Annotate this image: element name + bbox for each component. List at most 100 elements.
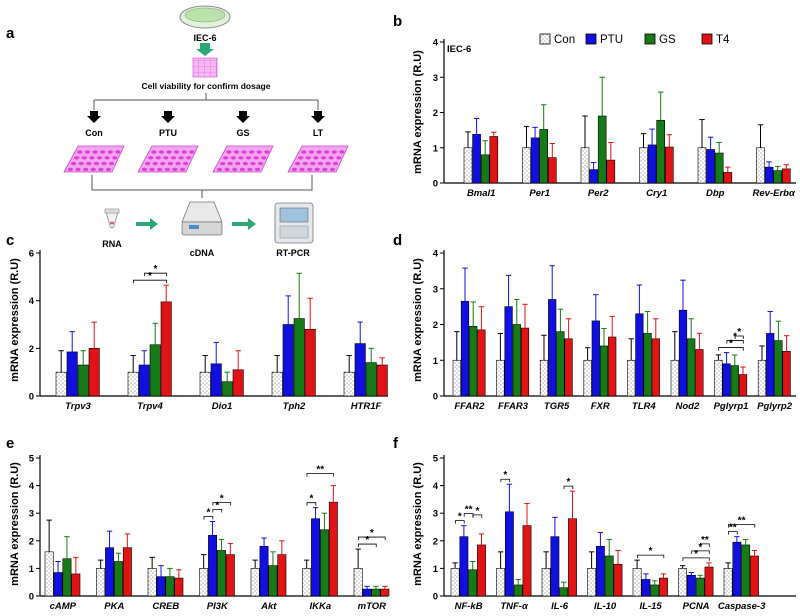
panel-f-label: f: [393, 435, 399, 452]
significance-bracket: [726, 340, 744, 344]
x-category-label: PKA: [104, 601, 124, 612]
significance-bracket: [728, 524, 756, 528]
significance-star: *: [458, 512, 462, 523]
well: [227, 161, 233, 166]
significance-bracket: [691, 550, 710, 554]
significance-star: *: [475, 506, 479, 517]
bar-d-Pglyrp1-Con: [714, 359, 723, 397]
y-axis-label: mRNA expression (R.U): [412, 462, 424, 586]
bar-b-Per2-GS: [597, 115, 607, 184]
bar-f-IL-6-PTU: [550, 536, 560, 597]
bar-d-Pglyrp1-T4: [738, 374, 748, 397]
well: [301, 150, 307, 154]
bar-d-FXR-PTU: [591, 320, 600, 397]
bar-e-PI3K-Con: [199, 568, 209, 597]
significance-star: **: [738, 516, 746, 527]
bar-e-CREB-T4: [174, 577, 184, 597]
bar-d-Pglyrp2-T4: [782, 351, 791, 397]
well: [183, 161, 189, 166]
well: [163, 156, 169, 160]
significance-bracket: [700, 543, 710, 547]
x-category-label: IL-15: [640, 601, 663, 612]
well: [224, 167, 230, 172]
bar-f-Caspase-3-Con: [723, 568, 733, 597]
well: [256, 150, 262, 154]
significance-bracket: [563, 485, 574, 490]
significance-star: *: [365, 535, 369, 546]
bar-d-Nod2-Con: [670, 359, 679, 397]
significance-star: *: [694, 549, 698, 560]
branch-lines: [93, 93, 319, 110]
bar-e-IKKa-Con: [302, 568, 312, 597]
petri-dish-icon: [179, 5, 231, 29]
well: [261, 156, 267, 160]
legend-swatch-t4: [701, 33, 713, 45]
well: [310, 161, 316, 166]
bar-c-Dio1-Con: [199, 371, 211, 397]
significance-star: *: [566, 477, 570, 488]
bar-c-Tph2-GS: [293, 318, 305, 397]
bar-d-TLR4-PTU: [635, 313, 644, 397]
significance-bracket: [358, 543, 377, 548]
bar-d-FFAR3-Con: [496, 359, 505, 397]
significance-bracket: [133, 279, 167, 284]
significance-star: *: [154, 264, 158, 275]
well: [178, 156, 184, 160]
bar-e-cAMP-GS: [62, 558, 72, 597]
well: [112, 156, 118, 160]
panel-a-label: a: [6, 25, 15, 42]
well: [83, 167, 89, 172]
bar-b-Cry1-GS: [656, 119, 666, 184]
significance-bracket: [455, 520, 465, 524]
well: [109, 161, 115, 166]
y-axis-label: mRNA expression (R.U): [412, 258, 424, 382]
bar-b-Bmal1-Con: [463, 147, 473, 184]
significance-star: *: [503, 470, 507, 481]
bar-c-Dio1-T4: [232, 369, 244, 397]
bar-d-FFAR2-GS: [469, 325, 478, 397]
legend-label-t4: T4: [716, 34, 730, 46]
bar-e-PI3K-T4: [225, 554, 235, 597]
x-category-label: Trpv3: [65, 401, 91, 412]
y-tick-label: 4: [29, 481, 35, 492]
well: [314, 167, 320, 172]
cell-line-label: IEC-6: [193, 33, 216, 43]
bar-f-IL-10-GS: [604, 555, 614, 597]
well: [157, 167, 163, 172]
y-tick-label: 1: [433, 356, 439, 367]
bar-b-Per2-T4: [606, 159, 616, 184]
bar-c-Trpv4-T4: [160, 301, 172, 397]
bar-b-Per1-T4: [547, 157, 557, 184]
bar-c-Trpv4-GS: [149, 344, 161, 397]
group-label-lt: LT: [313, 128, 324, 138]
bar-f-IL-10-Con: [587, 568, 596, 597]
significance-star: *: [737, 327, 741, 338]
y-tick-label: 4: [433, 481, 439, 492]
bar-c-Trpv3-PTU: [66, 351, 78, 397]
well: [81, 156, 87, 160]
well: [158, 150, 165, 154]
bar-e-mTOR-T4: [380, 588, 390, 597]
panel-c-chart: c mRNA expression (R.U) 0 2 4 6 Trpv3 Trpv4 Dio1…: [6, 232, 388, 412]
group-label-con: Con: [85, 128, 103, 138]
bar-b-Bmal1-T4: [489, 136, 499, 184]
y-tick-label: 0: [29, 392, 34, 403]
arrow-right-icon: [136, 218, 158, 230]
y-tick-label: 2: [433, 536, 438, 547]
well: [313, 156, 319, 160]
well: [152, 161, 158, 166]
bar-f-PCNA-GS: [695, 577, 705, 597]
significance-star: *: [699, 542, 703, 553]
well: [302, 161, 308, 166]
bar-b-Rev-Erbα-GS: [773, 170, 783, 184]
bar-f-IL-10-PTU: [595, 546, 605, 597]
bar-b-Per2-Con: [580, 147, 590, 184]
y-tick-label: 1: [433, 143, 439, 154]
x-category-label: cAMP: [50, 601, 77, 612]
chart-title: IEC-6: [447, 44, 471, 55]
bar-c-Dio1-PTU: [210, 363, 222, 397]
well: [316, 150, 322, 154]
bar-d-FFAR2-PTU: [460, 300, 470, 397]
well: [75, 167, 81, 172]
